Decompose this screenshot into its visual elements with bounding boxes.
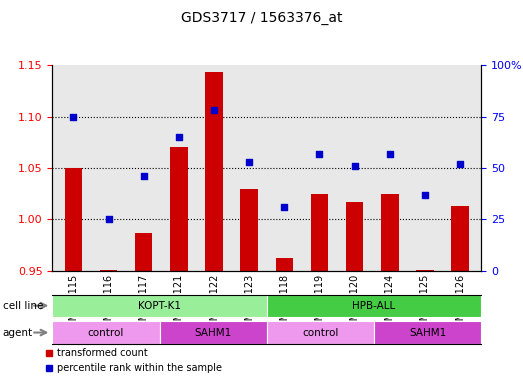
Bar: [311, 194, 328, 384]
Point: [456, 161, 464, 167]
Point: [350, 163, 359, 169]
Bar: [241, 189, 258, 384]
Bar: [65, 168, 82, 384]
Bar: [205, 73, 223, 384]
Legend: transformed count, percentile rank within the sample: transformed count, percentile rank withi…: [41, 344, 226, 377]
Point: [175, 134, 183, 140]
Point: [385, 151, 394, 157]
Point: [210, 108, 218, 114]
Text: control: control: [302, 328, 338, 338]
Text: GDS3717 / 1563376_at: GDS3717 / 1563376_at: [181, 11, 342, 25]
Text: SAHM1: SAHM1: [409, 328, 446, 338]
Text: KOPT-K1: KOPT-K1: [138, 301, 181, 311]
Bar: [276, 258, 293, 384]
Bar: [381, 194, 399, 384]
Text: cell line: cell line: [3, 301, 43, 311]
Text: SAHM1: SAHM1: [195, 328, 232, 338]
Point: [140, 173, 148, 179]
Point: [420, 192, 429, 198]
Bar: [451, 206, 469, 384]
Point: [280, 204, 289, 210]
Bar: [416, 270, 434, 384]
Point: [315, 151, 324, 157]
Bar: [100, 270, 117, 384]
Bar: [346, 202, 363, 384]
Point: [105, 216, 113, 222]
Point: [245, 159, 253, 165]
Bar: [170, 147, 188, 384]
Text: agent: agent: [3, 328, 33, 338]
Point: [69, 114, 77, 120]
Text: HPB-ALL: HPB-ALL: [353, 301, 395, 311]
Text: control: control: [88, 328, 124, 338]
Bar: [135, 233, 153, 384]
